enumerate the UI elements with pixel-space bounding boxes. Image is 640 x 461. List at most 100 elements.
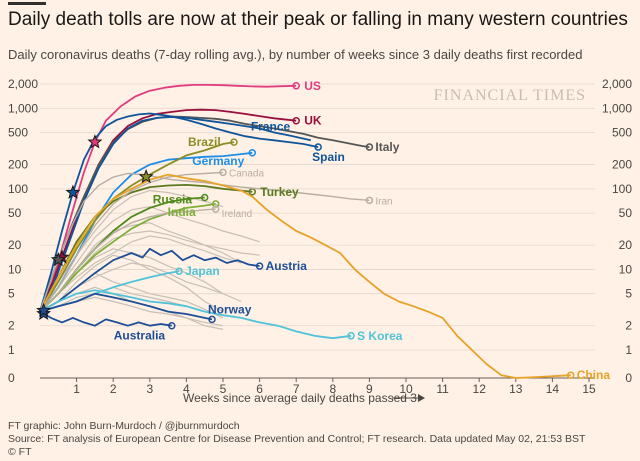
series-line-austria (39, 247, 260, 313)
series-label-australia: Australia (114, 329, 166, 343)
series-label-turkey: Turkey (260, 185, 299, 199)
x-axis-label: Weeks since average daily deaths passed … (183, 391, 417, 405)
series-end-marker-austria (255, 262, 264, 270)
y-tick-label: 10 (8, 262, 22, 276)
x-tick-label: 11 (436, 382, 449, 396)
y-tick-label: 500 (8, 126, 28, 140)
y-tick-label: 20 (8, 238, 22, 252)
footer-copyright: © FT (8, 446, 32, 458)
series-line-australia (39, 310, 172, 327)
series-label-s-korea: S Korea (357, 329, 403, 343)
series-line-turkey (39, 184, 253, 313)
series-end-marker-brazil (230, 138, 238, 146)
series-line-ireland (39, 208, 216, 313)
x-tick-label: 5 (220, 382, 227, 396)
y-tick-label: 2 (8, 319, 15, 333)
series-end-marker-norway (208, 315, 216, 324)
watermark: FINANCIAL TIMES (434, 87, 586, 104)
series-end-marker-s-korea (347, 332, 355, 340)
series-label-india: India (168, 205, 196, 219)
y-tick-label: 50 (8, 206, 22, 220)
series-line-italy (39, 115, 370, 312)
y-tick-label: 50 (619, 206, 633, 220)
series-end-marker-italy (365, 143, 374, 151)
background-country-line (39, 206, 260, 312)
y-tick-label: 200 (8, 158, 28, 172)
y-tick-label: 1 (8, 343, 15, 357)
milestone-stars (36, 134, 154, 321)
series-label-brazil: Brazil (188, 135, 221, 149)
milestone-star (36, 302, 52, 317)
x-tick-label: 4 (183, 382, 190, 396)
milestone-star (50, 251, 66, 267)
x-tick-label: 8 (329, 382, 336, 396)
x-tick-label: 1 (73, 382, 80, 396)
y-tick-label: 2 (625, 319, 632, 333)
x-tick-label: 3 (146, 382, 153, 396)
series-label-uk: UK (304, 114, 322, 128)
series-end-marker-russia (200, 193, 209, 202)
background-country-line (39, 235, 242, 313)
x-axis-arrow (392, 394, 425, 402)
series-line-brazil (39, 141, 235, 313)
x-tick-label: 13 (509, 382, 523, 396)
background-country-line (39, 254, 224, 313)
series-line-china (39, 173, 571, 379)
series-label-germany: Germany (192, 154, 244, 168)
y-tick-label: 500 (612, 126, 632, 140)
series-lines (39, 82, 575, 379)
milestone-star (87, 134, 103, 149)
x-tick-label: 12 (473, 382, 487, 396)
series-end-marker-us (292, 82, 300, 90)
series-label-iran: Iran (375, 196, 392, 207)
milestone-star (138, 168, 154, 184)
y-tick-label: 1,000 (8, 101, 38, 115)
footer-source: Source: FT analysis of European Centre f… (8, 433, 586, 445)
y-tick-label: 2,000 (602, 77, 632, 91)
series-line-norway (39, 292, 213, 321)
series-end-marker-germany (248, 149, 257, 157)
y-tick-label: 20 (619, 238, 633, 252)
series-label-italy: Italy (375, 140, 399, 154)
x-tick-label: 10 (399, 382, 413, 396)
y-tick-label: 2,000 (8, 77, 38, 91)
series-label-spain: Spain (312, 150, 345, 164)
brand-bar (8, 2, 46, 5)
series-label-canada: Canada (229, 168, 264, 179)
series-label-ireland: Ireland (222, 209, 253, 220)
series-end-marker-iran (365, 196, 374, 205)
y-tick-label: 5 (8, 287, 15, 301)
y-tick-label: 200 (612, 158, 632, 172)
y-tick-label: 5 (625, 287, 632, 301)
x-tick-label: 7 (293, 382, 300, 396)
series-end-marker-spain (314, 143, 322, 151)
x-tick-label: 2 (110, 382, 117, 396)
x-tick-label: 15 (582, 382, 596, 396)
series-label-russia: Russia (153, 193, 193, 207)
series-line-india (39, 203, 216, 313)
milestone-star (65, 184, 81, 199)
series-label-china: China (577, 368, 611, 382)
series-line-canada (39, 171, 224, 313)
series-end-marker-australia (168, 321, 176, 330)
series-labels: US UK Italy France Spain Germany Brazil Turkey R… (114, 79, 611, 382)
series-line-s-korea (39, 289, 352, 340)
series-label-norway: Norway (208, 302, 252, 316)
x-axis: 1 2 3 4 5 6 7 8 9 10 11 12 13 14 15 (73, 378, 596, 396)
series-end-marker-ireland (211, 205, 220, 213)
chart-title: Daily death tolls are now at their peak … (8, 9, 628, 30)
series-label-us: US (304, 79, 321, 93)
series-line-iran (39, 172, 370, 312)
series-line-us (39, 84, 297, 312)
series-line-spain (39, 112, 319, 312)
series-label-france: France (251, 119, 291, 133)
series-end-marker-canada (219, 168, 227, 177)
x-tick-label: 9 (366, 382, 373, 396)
gridlines (40, 83, 595, 379)
x-tick-label: 14 (546, 382, 560, 396)
series-end-marker-india (211, 200, 220, 208)
series-end-marker-china (566, 371, 575, 379)
